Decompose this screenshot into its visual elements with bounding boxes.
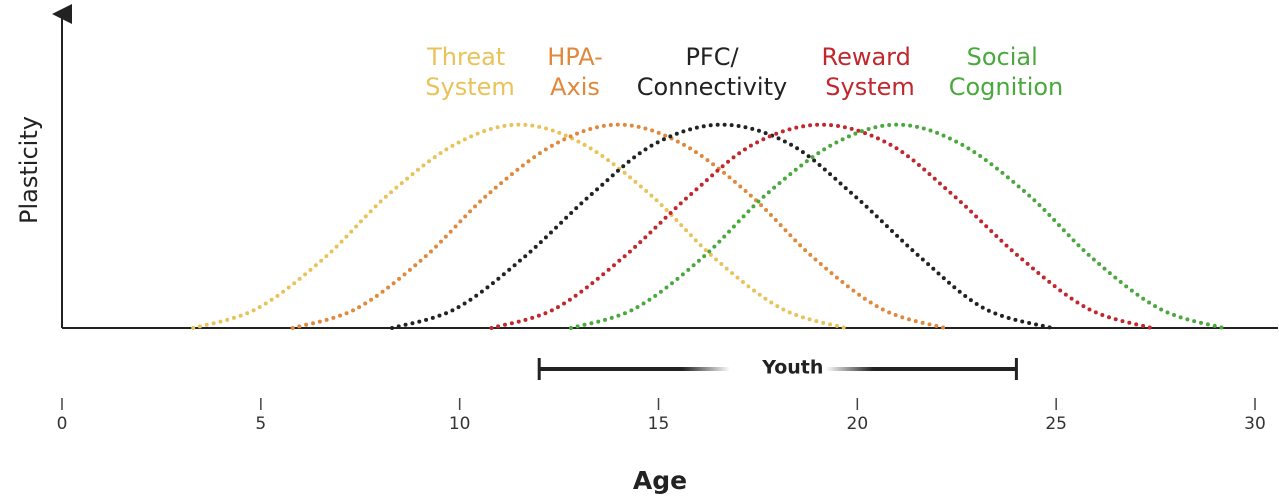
legend-label: Threat System [425,43,515,101]
curve [489,122,1154,330]
curve [191,122,848,330]
x-tick-label: 30 [1244,414,1266,434]
x-tick-label: 0 [57,414,68,434]
youth-bar [539,367,1017,371]
curve [569,122,1226,330]
legend-label: HPA-Axis [547,43,603,101]
legend-label: PFC/Connectivity [637,43,787,101]
x-tick-label: 25 [1045,414,1067,434]
y-axis-label: Plasticity [15,116,43,224]
x-axis-label: Age [633,466,687,495]
youth-label: Youth [761,357,823,379]
x-tick-label: 5 [255,414,266,434]
curve [390,122,1055,330]
x-tick-label: 20 [847,414,869,434]
x-tick-label: 10 [449,414,471,434]
legend-label: Social Cognition [949,43,1064,101]
legend-label: Reward System [821,43,918,101]
curve [290,122,947,330]
x-tick-label: 15 [648,414,670,434]
